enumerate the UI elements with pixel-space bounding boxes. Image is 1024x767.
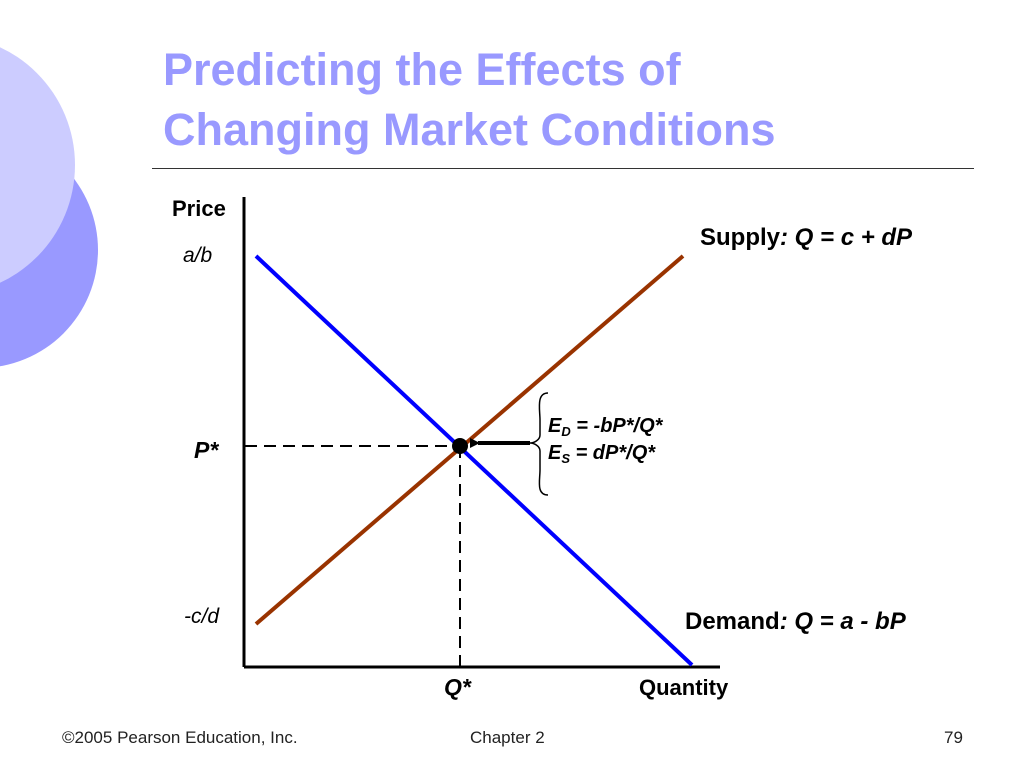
demand-elasticity-formula: ED = -bP*/Q* (548, 415, 664, 439)
title-divider (152, 168, 974, 169)
y-tick-a-over-b: a/b (183, 244, 213, 267)
supply-elasticity-formula: ES = dP*/Q* (548, 442, 656, 466)
supply-label: Supply: Q = c + dP (700, 224, 913, 251)
demand-curve (254, 254, 694, 667)
footer-chapter: Chapter 2 (470, 728, 545, 747)
y-tick-minus-c-over-d: -c/d (184, 605, 220, 628)
x-tick-q-star: Q* (444, 674, 472, 700)
y-tick-p-star: P* (194, 437, 219, 463)
title-line-2: Changing Market Conditions (163, 104, 776, 155)
brace-icon (529, 392, 549, 496)
decor-circle-light (0, 47, 75, 283)
supply-curve (254, 254, 685, 626)
demand-label: Demand: Q = a - bP (685, 608, 907, 635)
x-axis-label: Quantity (639, 675, 729, 700)
decorative-circles (0, 47, 98, 367)
equilibrium-point (452, 438, 468, 454)
y-axis-label: Price (172, 196, 226, 221)
footer-copyright: ©2005 Pearson Education, Inc. (62, 728, 298, 747)
slide-title: Predicting the Effects of Changing Marke… (163, 40, 983, 160)
footer-page-number: 79 (944, 728, 963, 747)
title-line-1: Predicting the Effects of (163, 44, 681, 95)
